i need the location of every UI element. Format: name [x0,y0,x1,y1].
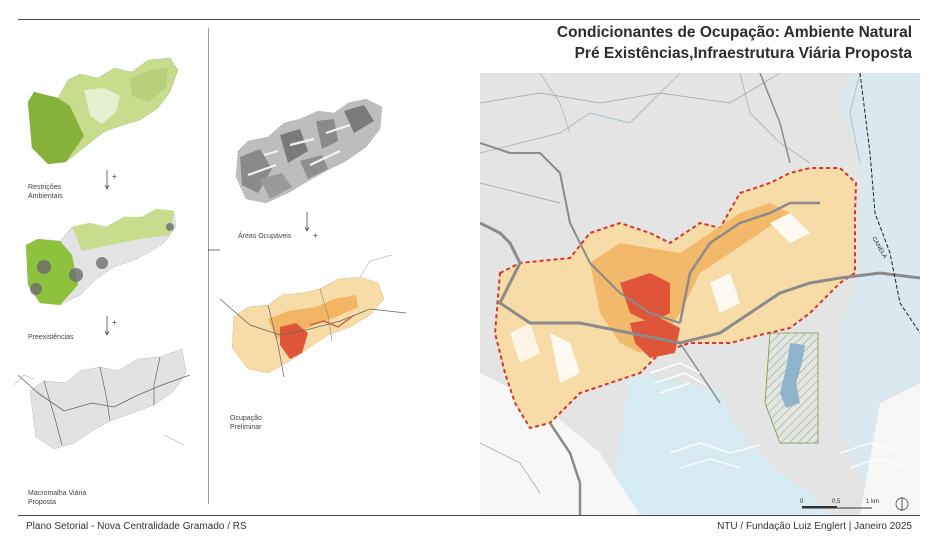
step-arrow-1 [104,170,110,190]
page-title: Condicionantes de Ocupação: Ambiente Nat… [557,22,912,64]
scale-one: 1 km [866,499,879,505]
road-network-map [14,348,191,450]
step-arrow-4 [208,249,220,251]
label-areas: Áreas Ocupáveis [238,233,292,240]
label-preexistencias: Preexistências [28,334,74,341]
preexistences-map [25,208,177,306]
main-map: CANELA 0 0,5 1 km [480,73,920,515]
scale-half: 0,5 [832,499,841,505]
plus-1: + [112,172,117,181]
label-restricoes: Restrições Ambientais [28,184,63,200]
title-line-2: Pré Existências,Infraestrutura Viária Pr… [574,45,912,62]
plus-3: + [313,231,318,240]
plus-2: + [112,318,117,327]
main-map-canvas: CANELA 0 0,5 1 km [480,73,920,515]
footer-left: Plano Setorial - Nova Centralidade Grama… [26,521,247,532]
restrictions-map [27,57,179,165]
scale-zero: 0 [800,499,804,505]
step-arrow-2 [104,316,110,336]
label-ocupacao: Ocupação Preliminar [230,415,262,431]
title-line-1: Condicionantes de Ocupação: Ambiente Nat… [556,24,912,41]
step-arrow-3 [304,212,310,232]
label-macromalha: Macromalha Viária Proposta [28,490,87,506]
scale-bar: 0 0,5 1 km [800,499,879,509]
occupiable-areas-map [235,98,383,204]
panel-divider [208,28,209,504]
preliminary-occupation-map [220,255,407,378]
top-rule [18,19,920,20]
bottom-rule [18,515,920,516]
footer-right: NTU / Fundação Luiz Englert | Janeiro 20… [717,521,912,532]
north-arrow-icon [895,497,909,511]
